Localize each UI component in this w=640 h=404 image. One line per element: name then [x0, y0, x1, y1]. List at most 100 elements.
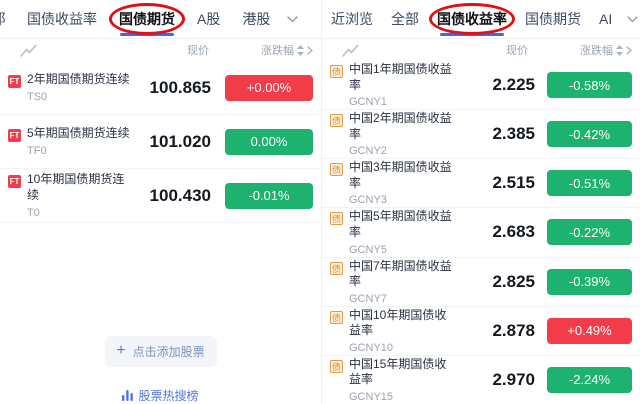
plus-icon: +: [116, 342, 126, 359]
quote-row[interactable]: FT 2年期国债期货连续 TS0 100.865 +0.00%: [0, 61, 321, 115]
instrument-name: 中国1年期国债收益率: [349, 61, 452, 92]
annotation-ellipse: [429, 3, 515, 35]
tab-hk-shares[interactable]: 港股: [242, 11, 271, 27]
hot-search-link[interactable]: 股票热搜榜: [122, 387, 199, 404]
change-badge[interactable]: -0.51%: [547, 170, 632, 197]
instrument-info: 债中国10年期国债收益率 GCNY10: [330, 308, 465, 354]
price-value: 2.825: [492, 271, 535, 291]
tab-clipped-edge[interactable]: 阝: [0, 0, 16, 38]
price-value: 100.430: [149, 185, 211, 205]
market-badge: FT: [8, 175, 21, 189]
quote-row[interactable]: FT 10年期国债期货连续 T0 100.430 -0.01%: [0, 169, 321, 223]
instrument-name: 中国5年期国债收益率: [349, 209, 452, 239]
list-header-left: 现价 涨跌幅: [0, 39, 321, 61]
annotation-ellipse: [109, 3, 185, 35]
trend-icon: [20, 43, 37, 58]
instrument-name: 中国3年期国债收益率: [349, 160, 452, 190]
market-badge: FT: [8, 75, 21, 89]
sort-icon: [297, 44, 304, 56]
tab-bond-futures[interactable]: 国债期货: [108, 0, 186, 38]
instrument-info: FT 10年期国债期货连续 T0: [8, 172, 133, 219]
quote-row[interactable]: 债中国5年期国债收益率 GCNY5 2.683 -0.22%: [322, 208, 640, 258]
price-value: 2.878: [492, 320, 535, 340]
add-stock-button[interactable]: + 点击添加股票: [104, 336, 217, 367]
instrument-info: FT 5年期国债期货连续 TF0: [8, 126, 133, 157]
instrument-name: 中国2年期国债收益率: [349, 111, 452, 141]
instrument-info: 债中国7年期国债收益率 GCNY7: [330, 259, 465, 305]
instrument-code: TF0: [27, 144, 47, 157]
quote-row[interactable]: 债中国2年期国债收益率 GCNY2 2.385 -0.42%: [322, 110, 640, 160]
change-badge[interactable]: -0.58%: [547, 72, 632, 99]
instrument-code: TS0: [27, 90, 48, 103]
panel-bond-yield: 近浏览 全部 国债收益率 国债期货 AI 现价 涨跌幅 债中国1年期国债收益率 GCNY1…: [322, 0, 640, 404]
trend-icon: [342, 43, 359, 58]
tab-bond-yield[interactable]: 国债收益率: [428, 0, 516, 38]
instrument-info: 债中国5年期国债收益率 GCNY5: [330, 209, 465, 256]
chevron-right-icon: [307, 45, 313, 55]
price-value: 2.970: [492, 369, 535, 389]
quote-row[interactable]: FT 5年期国债期货连续 TF0 101.020 0.00%: [0, 115, 321, 169]
instrument-info: 债中国2年期国债收益率 GCNY2: [330, 111, 465, 157]
instrument-info: 债中国15年期国债收益率 GCNY15: [330, 357, 465, 403]
chevron-down-icon[interactable]: [623, 15, 640, 23]
market-badge: 债: [330, 212, 343, 226]
tab-all[interactable]: 全部: [391, 11, 419, 27]
change-badge[interactable]: +0.49%: [547, 317, 632, 344]
instrument-code: T0: [27, 206, 40, 219]
market-badge: 债: [330, 163, 343, 177]
instrument-name: 中国10年期国债收益率: [349, 307, 447, 338]
market-badge: 债: [330, 310, 343, 324]
chevron-down-icon[interactable]: [283, 15, 302, 23]
instrument-name: 中国15年期国债收益率: [349, 356, 447, 387]
tab-bond-yield[interactable]: 国债收益率: [27, 11, 97, 27]
instrument-code: GCNY3: [349, 194, 387, 207]
change-badge[interactable]: -0.42%: [547, 121, 632, 148]
price-value: 2.683: [492, 222, 535, 242]
quote-row[interactable]: 债中国3年期国债收益率 GCNY3 2.515 -0.51%: [322, 159, 640, 209]
chevron-right-icon: [626, 45, 632, 55]
market-badge: 债: [330, 359, 343, 373]
market-badge: 债: [330, 114, 343, 128]
instrument-info: 债中国1年期国债收益率 GCNY1: [330, 62, 465, 108]
tab-bond-futures[interactable]: 国债期货: [525, 11, 581, 27]
tab-ai[interactable]: AI: [599, 11, 613, 27]
quote-row[interactable]: 债中国1年期国债收益率 GCNY1 2.225 -0.58%: [322, 61, 640, 111]
change-column-header[interactable]: 涨跌幅: [528, 42, 632, 58]
instrument-name: 5年期国债期货连续: [27, 126, 130, 141]
instrument-name: 中国7年期国债收益率: [349, 258, 452, 289]
change-column-header[interactable]: 涨跌幅: [209, 42, 313, 58]
list-header-right: 现价 涨跌幅: [322, 39, 640, 61]
market-badge: 债: [330, 64, 343, 78]
quote-list-right: 债中国1年期国债收益率 GCNY1 2.225 -0.58% 债中国2年期国债收益率 GC…: [322, 61, 640, 404]
instrument-info: FT 2年期国债期货连续 TS0: [8, 72, 133, 103]
instrument-name: 10年期国债期货连续: [27, 172, 125, 202]
instrument-code: GCNY15: [349, 391, 394, 403]
change-badge[interactable]: -0.01%: [225, 182, 313, 209]
active-tab-underline: [120, 33, 174, 36]
price-value: 2.385: [492, 124, 535, 144]
instrument-info: 债中国3年期国债收益率 GCNY3: [330, 160, 465, 206]
quote-row[interactable]: 债中国7年期国债收益率 GCNY7 2.825 -0.39%: [322, 258, 640, 307]
price-value: 101.020: [149, 131, 211, 151]
market-badge: FT: [8, 129, 21, 143]
instrument-code: GCNY7: [349, 292, 387, 305]
bar-chart-icon: [122, 390, 134, 401]
instrument-code: GCNY1: [349, 96, 387, 109]
tabbar-right: 近浏览 全部 国债收益率 国债期货 AI: [322, 0, 640, 39]
quote-row[interactable]: 债中国10年期国债收益率 GCNY10 2.878 +0.49%: [322, 307, 640, 356]
market-badge: 债: [330, 261, 343, 275]
change-badge[interactable]: -0.22%: [547, 219, 632, 246]
change-badge[interactable]: +0.00%: [225, 74, 313, 101]
tab-a-shares[interactable]: A股: [197, 11, 221, 27]
instrument-code: GCNY10: [349, 341, 394, 354]
price-value: 2.225: [492, 75, 535, 95]
change-badge[interactable]: -0.39%: [547, 268, 632, 295]
instrument-name: 2年期国债期货连续: [27, 72, 130, 87]
quote-row[interactable]: 债中国15年期国债收益率 GCNY15 2.970 -2.24%: [322, 356, 640, 404]
tab-recently-viewed[interactable]: 近浏览: [331, 11, 373, 27]
price-value: 100.865: [149, 77, 211, 97]
price-column-header: 现价: [187, 45, 209, 57]
change-badge[interactable]: -2.24%: [547, 366, 632, 393]
change-badge[interactable]: 0.00%: [225, 128, 313, 155]
